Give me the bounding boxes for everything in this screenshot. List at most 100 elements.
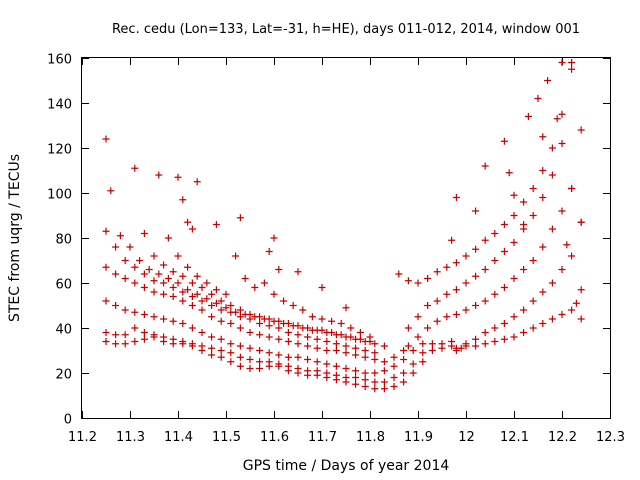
data-point [150,313,158,321]
data-point [169,268,177,276]
data-point [433,297,441,305]
data-point [347,324,355,332]
data-point [558,207,566,215]
data-point [294,353,302,361]
data-point [284,362,292,370]
data-point [424,275,432,282]
data-point [241,275,249,282]
data-point [438,340,446,348]
data-point [217,335,225,343]
data-point [520,221,528,228]
data-point [275,351,283,359]
x-tick-label: 11.4 [164,430,193,445]
series-sat-a [102,333,465,393]
data-point [203,295,211,303]
data-point [265,322,273,330]
data-point [265,315,273,323]
data-point [102,297,110,305]
data-point [342,349,350,357]
x-tick-label: 11.6 [260,430,289,445]
series-sat-k [404,59,576,332]
data-point [212,286,220,294]
data-point [246,365,254,372]
data-point [251,284,259,291]
data-point [472,342,480,350]
data-point [150,252,158,260]
data-point [371,369,379,377]
data-point [361,369,369,377]
data-point [304,356,312,363]
data-point [198,306,206,314]
y-tick-label: 100 [47,188,72,203]
data-point [256,347,264,354]
data-point [265,358,273,366]
series-sat-m [452,218,585,354]
data-point [400,347,408,354]
x-axis: 11.2 11.3 11.4 11.5 11.6 11.7 11.8 11.9 12 12.1 12… [68,58,625,445]
data-point [380,385,388,393]
data-point [510,191,518,199]
series-sat-j [395,65,585,287]
data-point [140,270,148,278]
data-point [342,374,350,381]
data-point [184,263,192,271]
data-point [131,263,139,271]
data-point [304,342,312,350]
data-point [342,342,350,350]
data-point [323,338,331,345]
data-point [548,171,556,179]
data-point [548,279,556,287]
data-point [500,221,508,228]
plot-area [81,57,611,419]
data-point [217,317,225,325]
data-point [246,329,254,336]
data-point [452,344,460,352]
data-point [390,374,398,381]
data-point [366,333,374,341]
data-point [169,284,177,291]
data-point [222,290,230,298]
data-point [294,322,302,330]
data-point [419,340,427,348]
data-point [116,232,124,240]
data-point [150,288,158,296]
data-point [131,308,139,316]
chart-title: Rec. cedu (Lon=133, Lat=-31, h=HE), days… [112,22,580,37]
data-point [462,342,470,350]
y-tick-label: 140 [47,98,72,113]
data-point [395,270,403,278]
data-point [462,252,470,260]
data-point [313,335,321,343]
data-point [169,317,177,325]
data-point [102,227,110,235]
data-point [270,234,278,242]
data-point [193,272,201,280]
data-point [217,306,225,314]
data-point [390,353,398,361]
x-tick-label: 11.8 [356,430,385,445]
data-point [236,214,244,222]
data-point [491,257,499,264]
data-point [404,277,412,285]
data-point [150,277,158,285]
data-point [409,369,417,377]
data-point [160,279,168,287]
data-point [500,248,508,255]
data-point [371,349,379,357]
data-point [352,335,360,343]
y-axis: 0 20 40 60 80 100 120 140 160 [47,53,610,428]
data-point [140,284,148,291]
data-point [510,313,518,321]
data-point [160,261,168,269]
data-point [323,347,331,354]
data-point [332,371,340,379]
data-point [102,263,110,271]
data-point [352,344,360,352]
data-point [256,331,264,339]
data-point [260,279,268,287]
data-point [534,95,542,102]
data-point [443,263,451,271]
data-point [400,356,408,363]
data-point [548,144,556,152]
data-point [179,320,187,327]
